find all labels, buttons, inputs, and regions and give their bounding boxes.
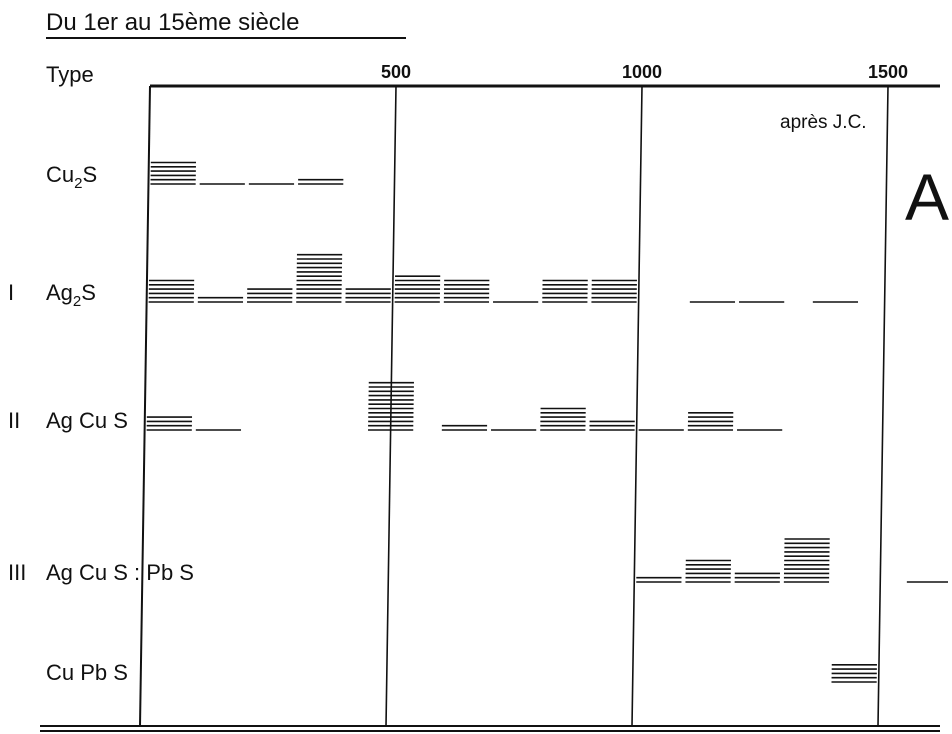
bar bbox=[394, 275, 441, 303]
bar bbox=[831, 663, 877, 683]
bar bbox=[298, 178, 344, 185]
row-header: Type bbox=[46, 62, 94, 87]
bar bbox=[636, 576, 682, 583]
x-tick-label: 500 bbox=[381, 62, 411, 82]
gridline-500 bbox=[385, 85, 397, 727]
rows-group: Cu2S I Ag2S II Ag Cu S III Ag Cu S : Pb S Cu Pb… bbox=[8, 161, 948, 685]
bar bbox=[345, 288, 391, 303]
gridline-1500 bbox=[877, 85, 889, 727]
bar bbox=[150, 161, 197, 185]
x-tick-label: 1500 bbox=[868, 62, 908, 82]
row-label: III Ag Cu S : Pb S bbox=[8, 560, 194, 585]
panel-letter: A bbox=[905, 160, 949, 234]
row-label: II Ag Cu S bbox=[8, 408, 128, 433]
bar bbox=[783, 538, 830, 583]
chart-title: Du 1er au 15ème siècle bbox=[46, 9, 299, 36]
tick-group: 500 1000 1500 bbox=[381, 62, 908, 727]
row-label: Cu Pb S bbox=[46, 660, 128, 685]
bar bbox=[197, 296, 244, 303]
row-label: Cu2S bbox=[46, 162, 97, 192]
row-label: I Ag2S bbox=[8, 280, 96, 310]
gridline-1000 bbox=[631, 85, 643, 727]
bar bbox=[685, 559, 731, 583]
bar bbox=[247, 288, 293, 303]
bar bbox=[589, 420, 635, 431]
bar bbox=[542, 279, 588, 303]
bar bbox=[368, 381, 414, 431]
x-unit-label: après J.C. bbox=[780, 112, 867, 133]
x-tick-label: 1000 bbox=[622, 62, 662, 82]
bar bbox=[591, 279, 637, 303]
bar bbox=[443, 279, 490, 303]
left-frame bbox=[139, 85, 151, 727]
bar bbox=[146, 416, 193, 431]
bar bbox=[540, 407, 586, 431]
bar bbox=[687, 411, 734, 431]
bar bbox=[296, 253, 343, 303]
bar bbox=[734, 572, 780, 583]
bar bbox=[148, 279, 195, 303]
bar bbox=[441, 424, 488, 431]
